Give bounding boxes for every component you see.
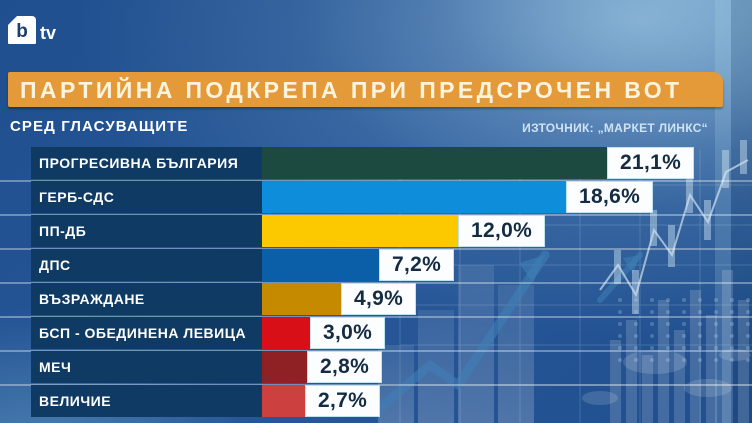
svg-text:b: b xyxy=(16,21,28,42)
